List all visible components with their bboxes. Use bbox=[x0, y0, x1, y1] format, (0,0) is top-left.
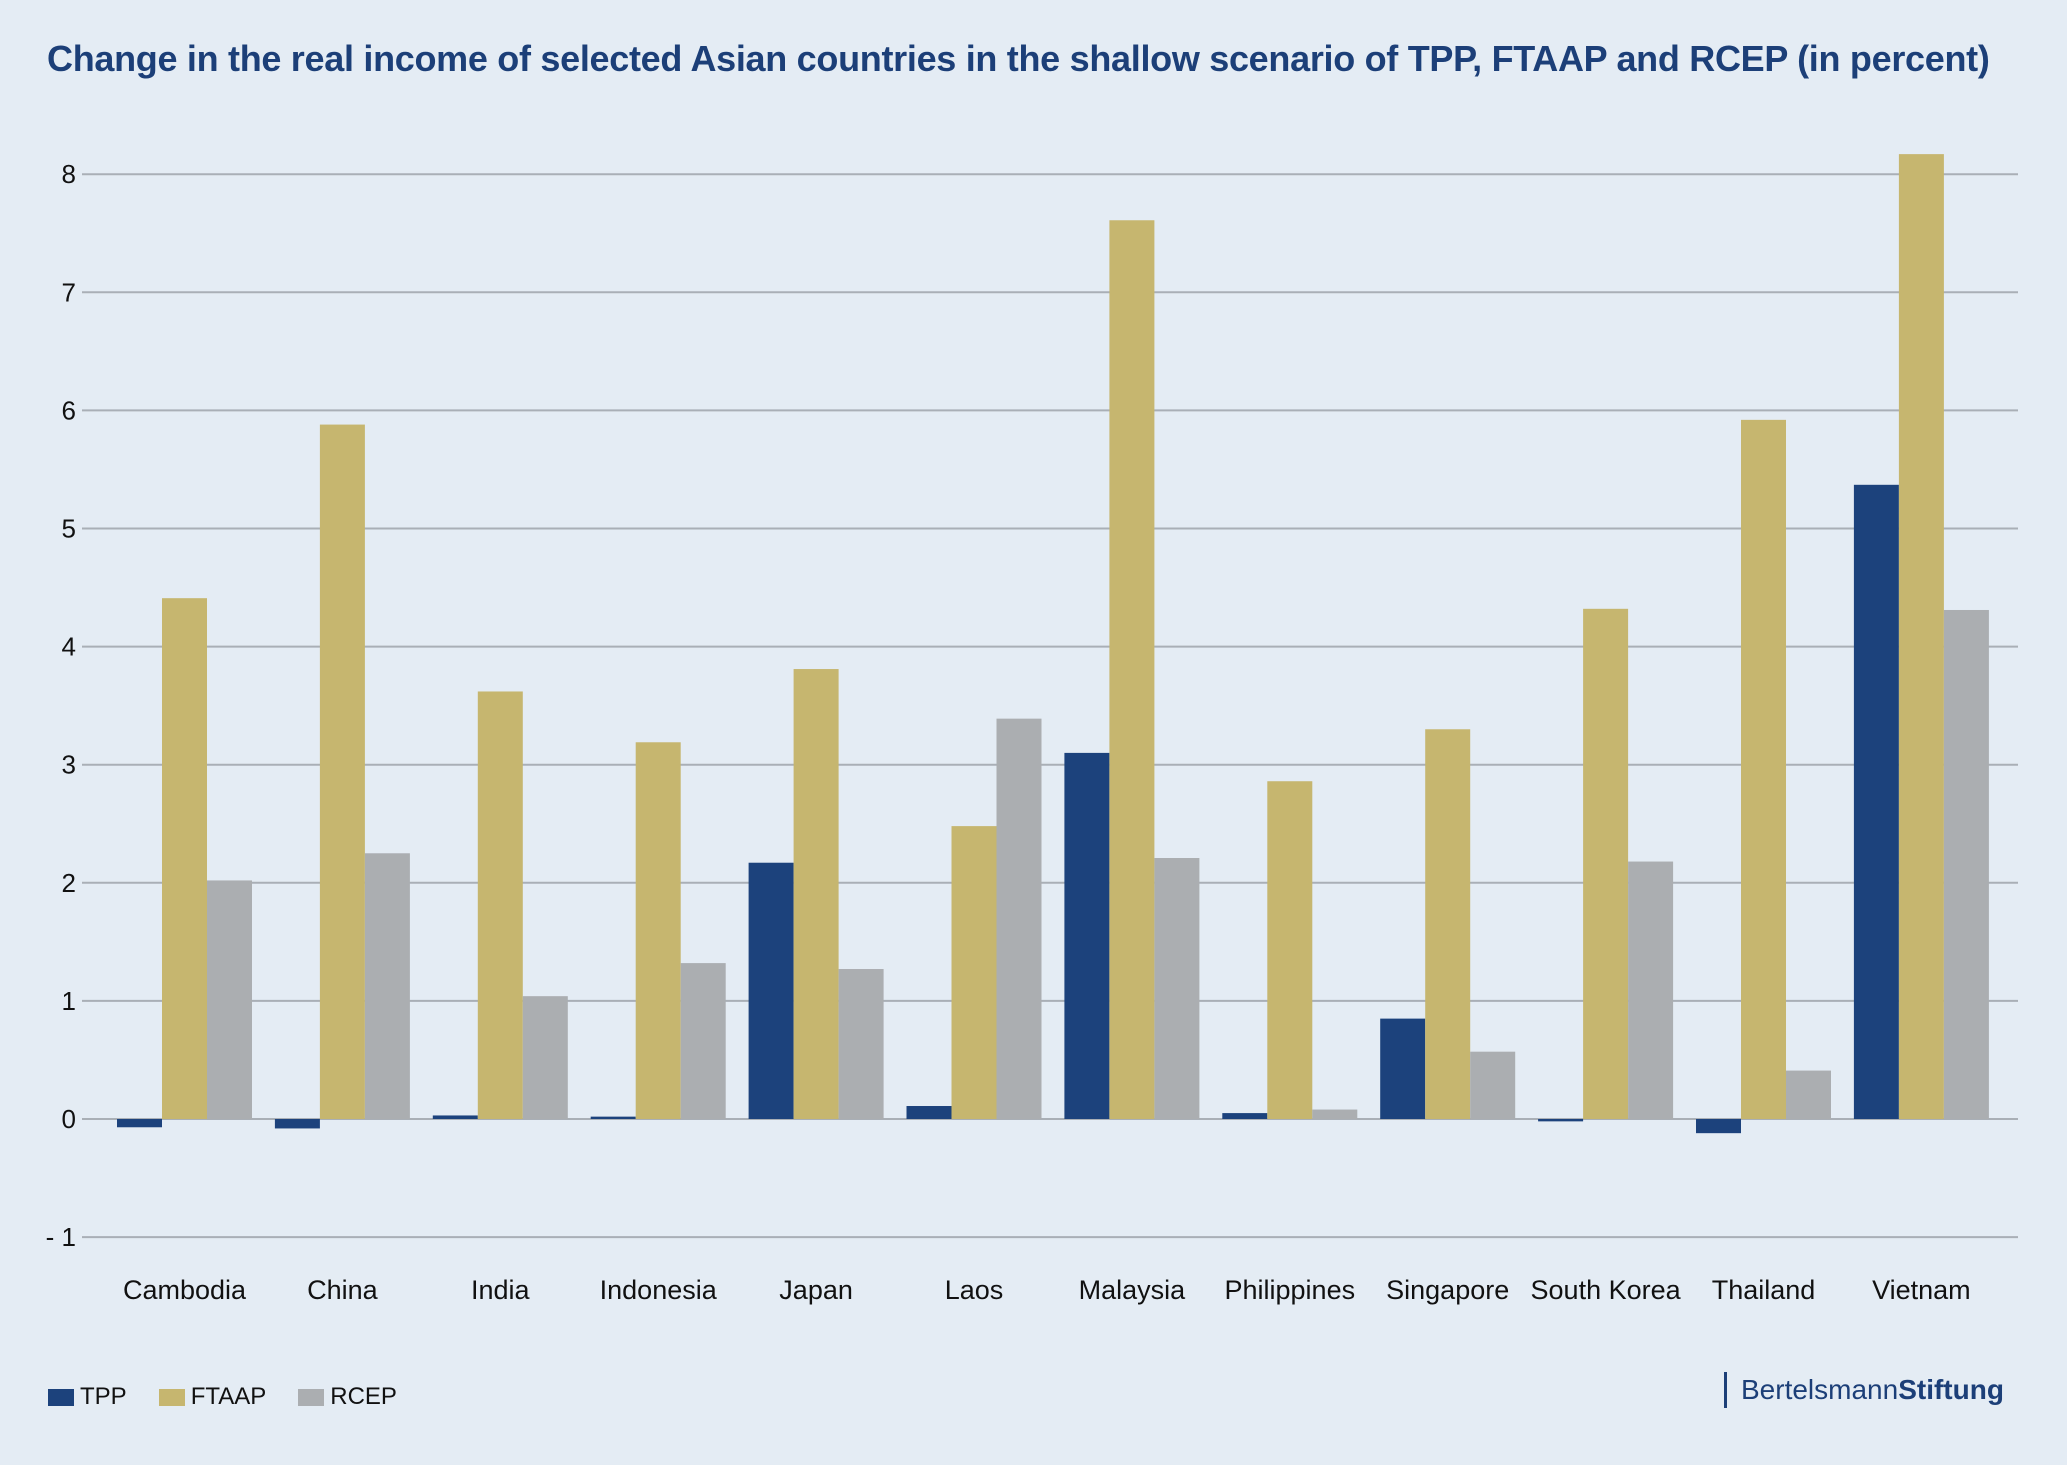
legend-item-rcep: RCEP bbox=[298, 1383, 397, 1411]
bar-rcep-india bbox=[522, 996, 568, 1119]
legend-label: TPP bbox=[80, 1383, 127, 1410]
bar-ftaap-japan bbox=[793, 669, 839, 1119]
bar-rcep-singapore bbox=[1470, 1051, 1516, 1119]
y-tick-label: 8 bbox=[62, 159, 76, 189]
bar-ftaap-south-korea bbox=[1583, 608, 1629, 1119]
y-tick-label: - 1 bbox=[46, 1222, 76, 1252]
bar-tpp-indonesia bbox=[590, 1116, 636, 1119]
chart-title: Change in the real income of selected As… bbox=[47, 38, 1990, 79]
x-tick-label: Cambodia bbox=[123, 1275, 247, 1305]
bar-tpp-china bbox=[274, 1119, 320, 1129]
x-tick-label: Indonesia bbox=[600, 1275, 718, 1305]
x-tick-label: Singapore bbox=[1386, 1275, 1509, 1305]
y-tick-label: 4 bbox=[62, 632, 76, 662]
bar-rcep-thailand bbox=[1786, 1070, 1831, 1119]
bar-rcep-vietnam bbox=[1943, 609, 1989, 1119]
legend-label: FTAAP bbox=[190, 1383, 267, 1410]
bar-rcep-philippines bbox=[1312, 1109, 1358, 1119]
bar-ftaap-indonesia bbox=[635, 742, 681, 1119]
bar-rcep-cambodia bbox=[207, 880, 252, 1119]
bar-ftaap-china bbox=[319, 424, 365, 1119]
bar-tpp-malaysia bbox=[1064, 752, 1110, 1119]
legend: TPP FTAAP RCEP bbox=[48, 1383, 429, 1411]
y-tick-label: 5 bbox=[62, 514, 76, 544]
bar-rcep-laos bbox=[996, 718, 1042, 1119]
bar-tpp-singapore bbox=[1380, 1018, 1426, 1119]
x-tick-label: India bbox=[471, 1275, 531, 1305]
bar-ftaap-malaysia bbox=[1109, 220, 1155, 1119]
x-tick-label: Laos bbox=[945, 1275, 1004, 1305]
bertelsmann-stiftung-logo: BertelsmannStiftung bbox=[1724, 1372, 2004, 1408]
bar-tpp-india bbox=[432, 1115, 478, 1119]
x-tick-label: South Korea bbox=[1531, 1275, 1682, 1305]
bar-rcep-malaysia bbox=[1154, 857, 1200, 1119]
bar-ftaap-vietnam bbox=[1898, 154, 1944, 1120]
bar-ftaap-cambodia bbox=[162, 598, 207, 1119]
legend-swatch bbox=[158, 1388, 185, 1406]
bar-ftaap-singapore bbox=[1425, 729, 1471, 1119]
y-tick-label: 7 bbox=[62, 277, 76, 307]
x-tick-label: Japan bbox=[779, 1275, 853, 1305]
bar-tpp-laos bbox=[906, 1106, 952, 1119]
legend-item-tpp: TPP bbox=[48, 1383, 127, 1411]
y-tick-label: 0 bbox=[62, 1104, 76, 1134]
bar-rcep-japan bbox=[838, 969, 884, 1119]
bar-tpp-japan bbox=[748, 862, 794, 1119]
x-tick-label: Philippines bbox=[1225, 1275, 1356, 1305]
bar-ftaap-thailand bbox=[1741, 419, 1786, 1119]
legend-label: RCEP bbox=[330, 1383, 397, 1410]
legend-swatch bbox=[48, 1388, 74, 1406]
y-tick-label: 6 bbox=[62, 395, 76, 425]
logo-part1: Bertelsmann bbox=[1741, 1374, 1899, 1405]
x-tick-label: Thailand bbox=[1712, 1275, 1816, 1305]
x-tick-label: Malaysia bbox=[1079, 1275, 1187, 1305]
legend-item-ftaap: FTAAP bbox=[158, 1383, 267, 1411]
y-tick-label: 1 bbox=[62, 986, 76, 1016]
bar-rcep-south-korea bbox=[1628, 861, 1674, 1119]
bar-tpp-south-korea bbox=[1538, 1119, 1584, 1122]
logo-part2: Stiftung bbox=[1898, 1374, 2004, 1405]
bar-tpp-vietnam bbox=[1853, 484, 1899, 1120]
y-tick-label: 3 bbox=[62, 750, 76, 780]
bar-rcep-indonesia bbox=[680, 963, 726, 1119]
bar-tpp-cambodia bbox=[117, 1119, 162, 1128]
legend-swatch bbox=[298, 1388, 325, 1406]
bar-rcep-china bbox=[364, 853, 410, 1119]
bar-tpp-thailand bbox=[1696, 1119, 1741, 1134]
x-tick-label: China bbox=[307, 1275, 379, 1305]
bar-ftaap-philippines bbox=[1267, 781, 1313, 1119]
bar-ftaap-laos bbox=[951, 826, 997, 1119]
y-tick-label: 2 bbox=[62, 868, 76, 898]
bar-ftaap-india bbox=[477, 691, 523, 1119]
x-tick-label: Vietnam bbox=[1872, 1275, 1971, 1305]
bar-tpp-philippines bbox=[1222, 1113, 1268, 1119]
